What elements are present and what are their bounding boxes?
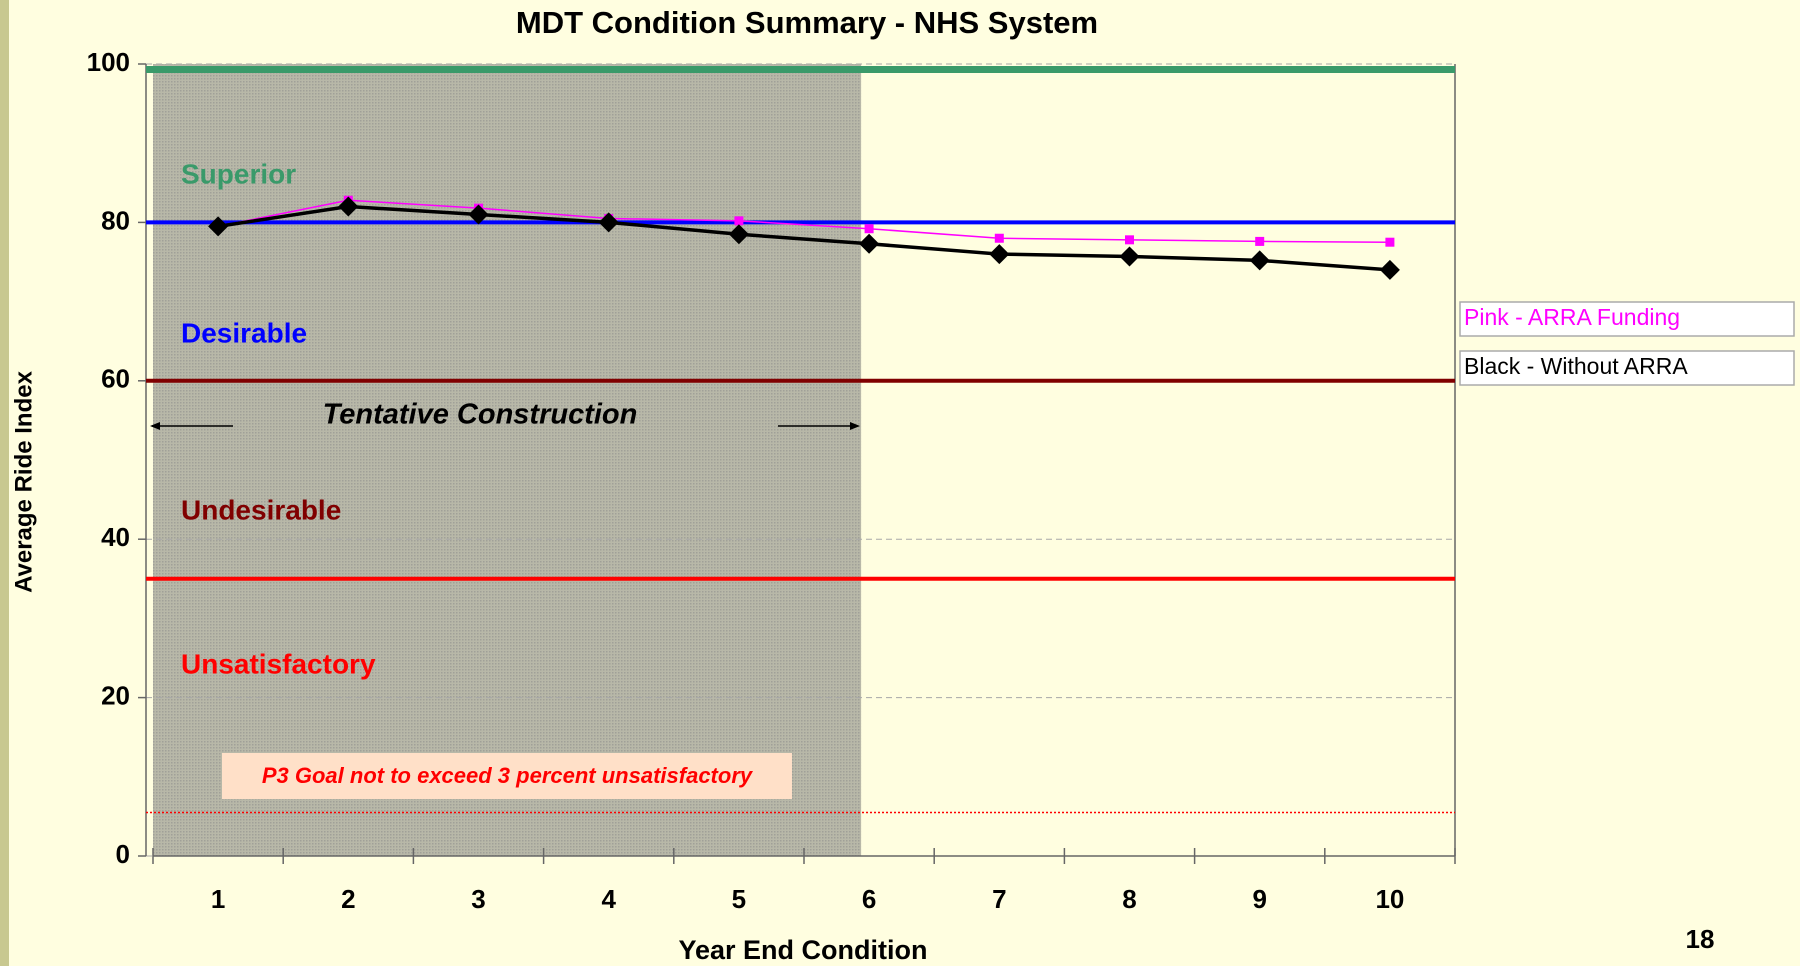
data-point (864, 224, 874, 234)
y-tick-label: 100 (87, 47, 130, 77)
data-point (1255, 236, 1265, 246)
x-tick-label: 5 (732, 884, 746, 914)
x-tick-label: 7 (992, 884, 1006, 914)
side-strip (0, 0, 9, 966)
x-tick-label: 1 (211, 884, 225, 914)
y-tick-label: 20 (101, 680, 130, 710)
x-axis-label: Year End Condition (678, 935, 927, 965)
y-tick-label: 0 (116, 839, 130, 869)
annotation: Tentative Construction (323, 399, 638, 431)
x-tick-label: 3 (471, 884, 485, 914)
construction-shade (153, 64, 862, 856)
x-tick-label: 4 (601, 884, 616, 914)
legend-box (1459, 350, 1795, 386)
series-line (217, 204, 1391, 272)
data-point (1385, 237, 1395, 247)
data-point (859, 233, 880, 254)
x-tick-label: 10 (1375, 884, 1404, 914)
data-point (598, 212, 619, 233)
x-tick-label: 6 (862, 884, 876, 914)
x-tick-label: 9 (1252, 884, 1266, 914)
legend-box (1459, 301, 1795, 337)
chart-title: MDT Condition Summary - NHS System (516, 5, 1098, 40)
arrow-head (850, 422, 860, 430)
data-point (1379, 259, 1400, 280)
x-tick-label: 2 (341, 884, 355, 914)
x-tick-label: 8 (1122, 884, 1136, 914)
data-point (468, 204, 489, 225)
annotation: P3 Goal not to exceed 3 percent unsatisf… (262, 763, 754, 788)
series-line (217, 199, 1390, 243)
data-point (338, 196, 359, 217)
zone-label: Undesirable (181, 494, 341, 525)
data-point (989, 244, 1010, 265)
data-point (728, 224, 749, 245)
zone-label: Desirable (181, 317, 307, 348)
y-tick-label: 60 (101, 364, 130, 394)
data-point (208, 216, 229, 237)
zone-label: Unsatisfactory (181, 648, 376, 679)
legend-label: Black - Without ARRA (1464, 353, 1688, 379)
y-tick-label: 40 (101, 522, 130, 552)
legend-label: Pink - ARRA Funding (1464, 304, 1680, 330)
data-point (1119, 246, 1140, 267)
zone-label: Superior (181, 158, 296, 189)
page-number: 18 (1686, 924, 1715, 954)
data-point (1125, 235, 1134, 245)
data-point (994, 233, 1004, 243)
y-tick-label: 80 (101, 205, 130, 235)
arrow-head (150, 422, 160, 430)
annotation-box (222, 753, 792, 799)
data-point (1249, 250, 1270, 271)
y-axis-label: Average Ride Index (10, 370, 37, 593)
data-point (734, 216, 744, 226)
